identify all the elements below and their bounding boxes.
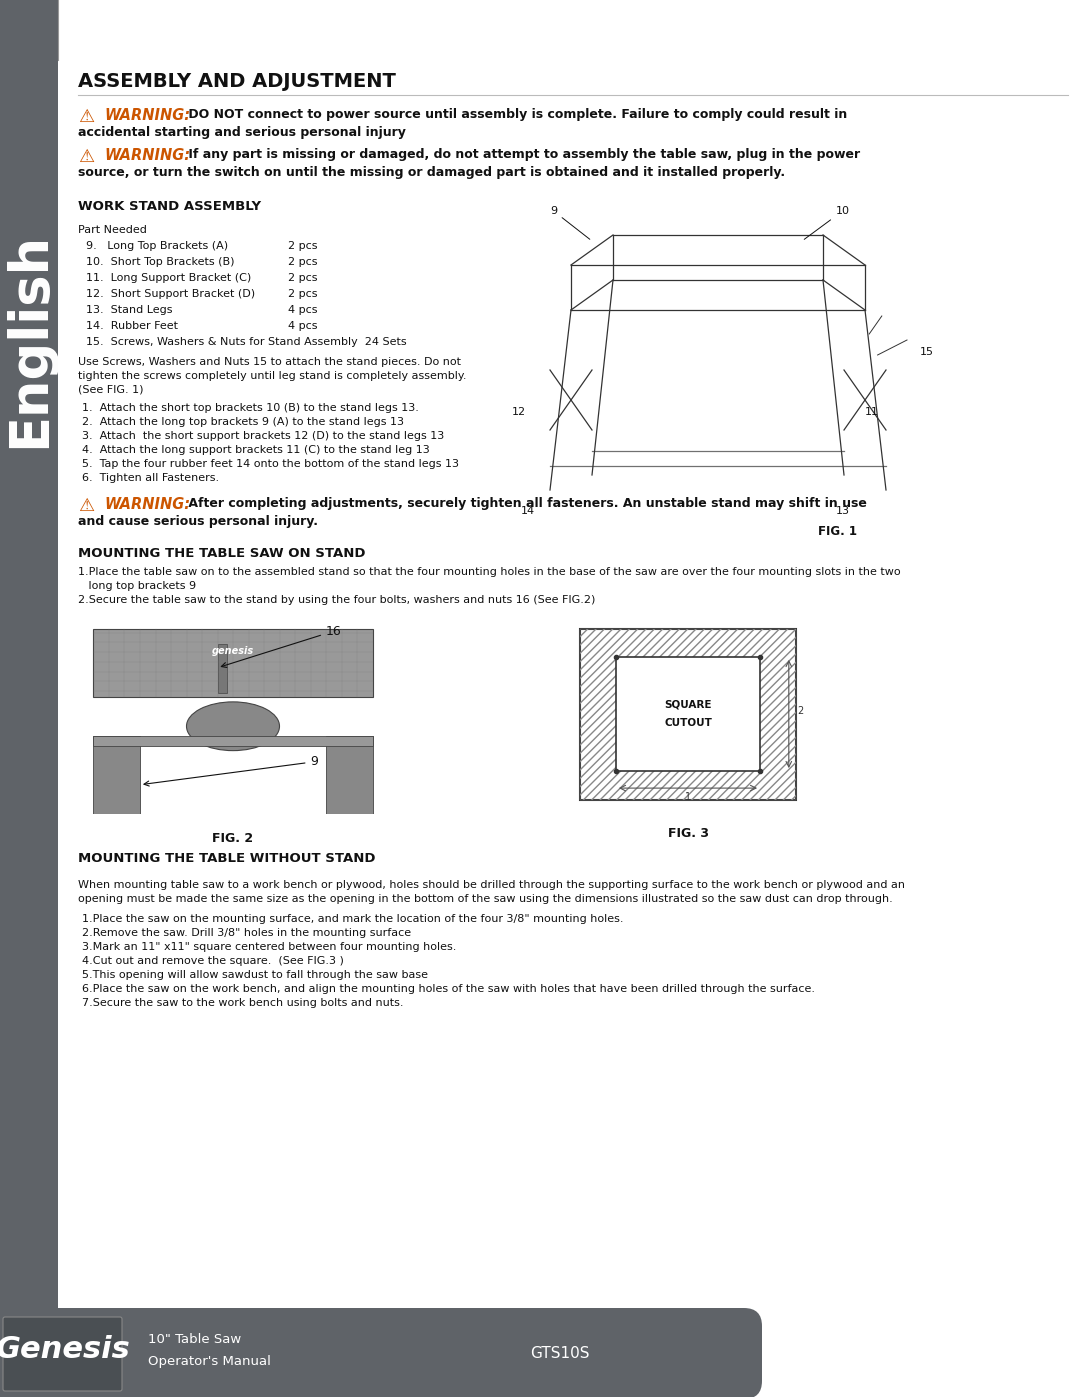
Text: (See FIG. 1): (See FIG. 1) bbox=[78, 386, 144, 395]
Text: 12: 12 bbox=[512, 407, 526, 416]
Text: 2 pcs: 2 pcs bbox=[288, 272, 318, 284]
Bar bbox=[326, 736, 373, 814]
Text: Operator's Manual: Operator's Manual bbox=[148, 1355, 271, 1368]
Text: 2 pcs: 2 pcs bbox=[288, 257, 318, 267]
Text: 2 pcs: 2 pcs bbox=[288, 289, 318, 299]
Text: MOUNTING THE TABLE WITHOUT STAND: MOUNTING THE TABLE WITHOUT STAND bbox=[78, 852, 376, 865]
Text: WARNING:: WARNING: bbox=[104, 497, 190, 511]
Text: FIG. 3: FIG. 3 bbox=[667, 827, 708, 840]
Text: 3.  Attach  the short support brackets 12 (D) to the stand legs 13: 3. Attach the short support brackets 12 … bbox=[82, 432, 444, 441]
Text: ⚠: ⚠ bbox=[78, 148, 94, 166]
Text: 1: 1 bbox=[685, 792, 691, 802]
Bar bbox=[94, 629, 373, 697]
Text: 9: 9 bbox=[144, 756, 319, 787]
Text: 2.Remove the saw. Drill 3/8" holes in the mounting surface: 2.Remove the saw. Drill 3/8" holes in th… bbox=[82, 928, 411, 937]
Text: ASSEMBLY AND ADJUSTMENT: ASSEMBLY AND ADJUSTMENT bbox=[78, 73, 396, 91]
Text: 2.  Attach the long top brackets 9 (A) to the stand legs 13: 2. Attach the long top brackets 9 (A) to… bbox=[82, 416, 404, 427]
FancyBboxPatch shape bbox=[0, 0, 58, 1397]
Text: 2 pcs: 2 pcs bbox=[288, 242, 318, 251]
Text: WARNING:: WARNING: bbox=[104, 108, 190, 123]
Text: 12.  Short Support Bracket (D): 12. Short Support Bracket (D) bbox=[86, 289, 255, 299]
Text: accidental starting and serious personal injury: accidental starting and serious personal… bbox=[78, 126, 406, 138]
Text: 13: 13 bbox=[836, 506, 850, 515]
Text: GTS10S: GTS10S bbox=[530, 1345, 590, 1361]
Text: genesis: genesis bbox=[212, 645, 254, 657]
Text: 14: 14 bbox=[521, 506, 535, 515]
Text: WARNING:: WARNING: bbox=[104, 148, 190, 163]
Text: 7.Secure the saw to the work bench using bolts and nuts.: 7.Secure the saw to the work bench using… bbox=[82, 997, 404, 1009]
Text: long top brackets 9: long top brackets 9 bbox=[78, 581, 197, 591]
Text: 1.Place the table saw on to the assembled stand so that the four mounting holes : 1.Place the table saw on to the assemble… bbox=[78, 567, 901, 577]
Text: ⚠: ⚠ bbox=[78, 497, 94, 515]
Text: opening must be made the same size as the opening in the bottom of the saw using: opening must be made the same size as th… bbox=[78, 894, 893, 904]
Text: 10.  Short Top Brackets (B): 10. Short Top Brackets (B) bbox=[86, 257, 234, 267]
Bar bbox=[94, 736, 140, 814]
Text: 15: 15 bbox=[919, 346, 933, 358]
Bar bbox=[0, 60, 58, 1397]
Text: source, or turn the switch on until the missing or damaged part is obtained and : source, or turn the switch on until the … bbox=[78, 166, 785, 179]
Text: 16: 16 bbox=[221, 624, 341, 668]
Text: DO NOT connect to power source until assembly is complete. Failure to comply cou: DO NOT connect to power source until ass… bbox=[184, 108, 847, 122]
Text: 9: 9 bbox=[550, 205, 590, 239]
Bar bbox=[616, 657, 760, 771]
Text: 5.This opening will allow sawdust to fall through the saw base: 5.This opening will allow sawdust to fal… bbox=[82, 970, 428, 981]
Text: 6.Place the saw on the work bench, and align the mounting holes of the saw with : 6.Place the saw on the work bench, and a… bbox=[82, 983, 815, 995]
Text: FIG. 1: FIG. 1 bbox=[818, 525, 858, 538]
Text: SQUARE: SQUARE bbox=[664, 700, 712, 710]
Text: 10: 10 bbox=[805, 205, 850, 239]
Bar bbox=[217, 644, 227, 693]
Text: CUTOUT: CUTOUT bbox=[664, 718, 712, 728]
Text: When mounting table saw to a work bench or plywood, holes should be drilled thro: When mounting table saw to a work bench … bbox=[78, 880, 905, 890]
FancyBboxPatch shape bbox=[0, 1308, 762, 1397]
Text: 1.Place the saw on the mounting surface, and mark the location of the four 3/8" : 1.Place the saw on the mounting surface,… bbox=[82, 914, 623, 923]
Text: tighten the screws completely until leg stand is completely assembly.: tighten the screws completely until leg … bbox=[78, 372, 467, 381]
Text: 2.Secure the table saw to the stand by using the four bolts, washers and nuts 16: 2.Secure the table saw to the stand by u… bbox=[78, 595, 595, 605]
Text: 2: 2 bbox=[798, 705, 804, 717]
Text: 1.  Attach the short top brackets 10 (B) to the stand legs 13.: 1. Attach the short top brackets 10 (B) … bbox=[82, 402, 419, 414]
Text: 9.   Long Top Brackets (A): 9. Long Top Brackets (A) bbox=[86, 242, 228, 251]
Text: ⚠: ⚠ bbox=[78, 108, 94, 126]
Text: 4 pcs: 4 pcs bbox=[288, 321, 318, 331]
Text: After completing adjustments, securely tighten all fasteners. An unstable stand : After completing adjustments, securely t… bbox=[184, 497, 867, 510]
Text: 15.  Screws, Washers & Nuts for Stand Assembly  24 Sets: 15. Screws, Washers & Nuts for Stand Ass… bbox=[86, 337, 407, 346]
Text: 4.Cut out and remove the square.  (See FIG.3 ): 4.Cut out and remove the square. (See FI… bbox=[82, 956, 343, 965]
Text: 3.Mark an 11" x11" square centered between four mounting holes.: 3.Mark an 11" x11" square centered betwe… bbox=[82, 942, 457, 951]
Text: 10" Table Saw: 10" Table Saw bbox=[148, 1333, 241, 1345]
Text: If any part is missing or damaged, do not attempt to assembly the table saw, plu: If any part is missing or damaged, do no… bbox=[184, 148, 860, 161]
Bar bbox=[94, 736, 373, 746]
Text: WORK STAND ASSEMBLY: WORK STAND ASSEMBLY bbox=[78, 200, 261, 212]
Text: 4.  Attach the long support brackets 11 (C) to the stand leg 13: 4. Attach the long support brackets 11 (… bbox=[82, 446, 430, 455]
Ellipse shape bbox=[187, 701, 280, 750]
FancyBboxPatch shape bbox=[3, 1317, 122, 1391]
Text: 5.  Tap the four rubber feet 14 onto the bottom of the stand legs 13: 5. Tap the four rubber feet 14 onto the … bbox=[82, 460, 459, 469]
Text: and cause serious personal injury.: and cause serious personal injury. bbox=[78, 515, 318, 528]
Text: 11: 11 bbox=[865, 407, 879, 416]
Text: 4 pcs: 4 pcs bbox=[288, 305, 318, 314]
Text: 13.  Stand Legs: 13. Stand Legs bbox=[86, 305, 173, 314]
Text: 14.  Rubber Feet: 14. Rubber Feet bbox=[86, 321, 178, 331]
Text: English: English bbox=[3, 232, 55, 448]
Text: Part Needed: Part Needed bbox=[78, 225, 147, 235]
Text: Genesis: Genesis bbox=[0, 1336, 131, 1363]
Text: 11.  Long Support Bracket (C): 11. Long Support Bracket (C) bbox=[86, 272, 252, 284]
Text: FIG. 2: FIG. 2 bbox=[213, 833, 254, 845]
Text: 6.  Tighten all Fasteners.: 6. Tighten all Fasteners. bbox=[82, 474, 219, 483]
Text: Use Screws, Washers and Nuts 15 to attach the stand pieces. Do not: Use Screws, Washers and Nuts 15 to attac… bbox=[78, 358, 461, 367]
Text: MOUNTING THE TABLE SAW ON STAND: MOUNTING THE TABLE SAW ON STAND bbox=[78, 548, 365, 560]
